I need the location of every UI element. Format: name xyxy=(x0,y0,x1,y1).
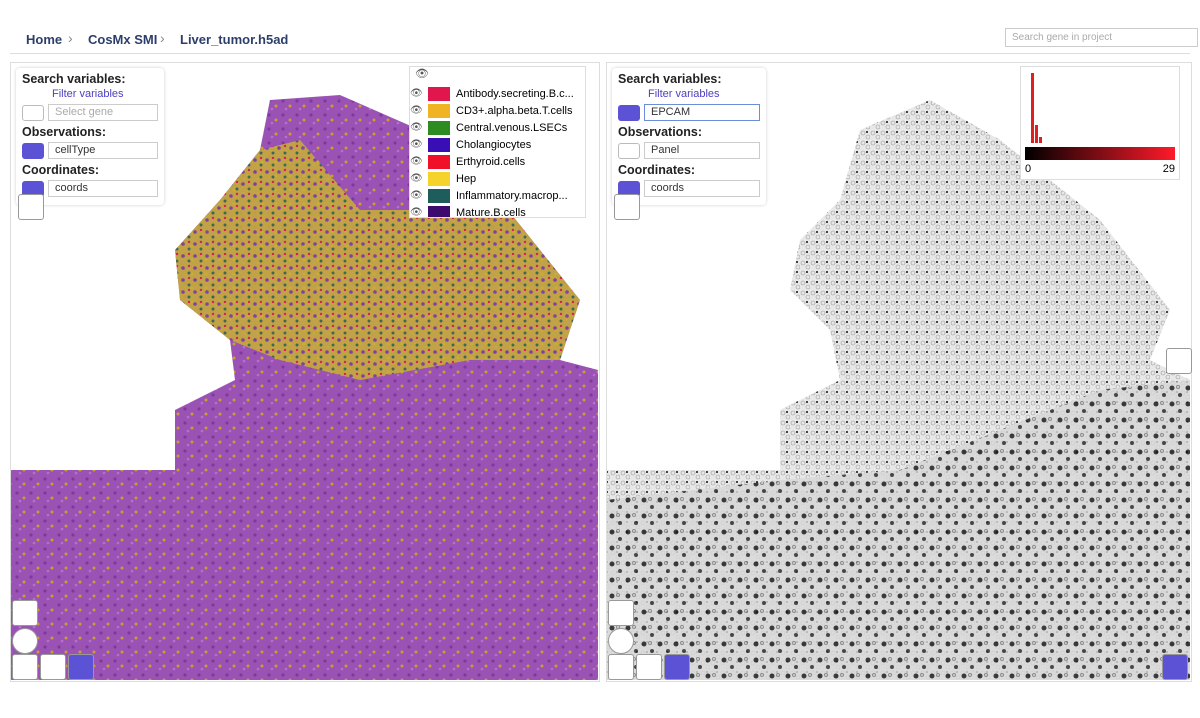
swatch xyxy=(428,154,450,169)
left-controls: Search variables: Filter variables Selec… xyxy=(16,68,164,205)
legend-label: Central.venous.LSECs xyxy=(456,121,568,134)
swatch xyxy=(428,86,450,101)
icon xyxy=(22,142,44,159)
settings[interactable] xyxy=(608,654,634,680)
legend-item[interactable]: 👁 Antibody.secreting.B.c... xyxy=(410,85,585,102)
label: Search variables: xyxy=(22,72,126,86)
swatch xyxy=(428,120,450,135)
eye[interactable]: 👁 xyxy=(410,122,423,133)
hist-bar xyxy=(1039,137,1042,143)
label: Coordinates: xyxy=(618,163,696,177)
icon xyxy=(618,180,640,197)
colorbar xyxy=(1025,147,1175,160)
filter[interactable]: Filter variables xyxy=(648,88,720,100)
legend: 👁 👁 Antibody.secreting.B.c... 👁 CD3+.alpha.b… xyxy=(409,66,586,218)
legend-label: Cholangiocytes xyxy=(456,138,532,151)
draw-tool[interactable] xyxy=(12,600,38,626)
crumb[interactable]: Home xyxy=(26,32,63,47)
divider xyxy=(10,53,1190,54)
label: Search variables: xyxy=(618,72,722,86)
legend-item[interactable]: 👁 Hep xyxy=(410,170,585,187)
tissue-left-upper xyxy=(175,140,580,380)
legend-label: Erthyroid.cells xyxy=(456,155,526,168)
legend-list: 👁 Antibody.secreting.B.c... 👁 CD3+.alpha.be… xyxy=(410,85,585,218)
label: Observations: xyxy=(618,125,703,139)
legend-item[interactable]: 👁 Erthyroid.cells xyxy=(410,153,585,170)
colorbar-min: 0 xyxy=(1025,163,1032,175)
icon xyxy=(618,142,640,159)
eye[interactable]: 👁 xyxy=(410,105,423,116)
legend-item[interactable]: 👁 Inflammatory.macrop... xyxy=(410,187,585,204)
collapse[interactable] xyxy=(18,194,44,220)
hist-bar xyxy=(1031,73,1034,143)
swatch xyxy=(428,205,450,217)
search-project[interactable]: Search gene in project xyxy=(1005,28,1198,47)
pan-tool[interactable] xyxy=(664,654,690,680)
legend-item[interactable]: 👁 Central.venous.LSECs xyxy=(410,119,585,136)
legend-label: CD3+.alpha.beta.T.cells xyxy=(456,104,573,117)
settings[interactable] xyxy=(12,654,38,680)
left-view[interactable] xyxy=(10,62,600,682)
eye[interactable]: 👁 xyxy=(410,207,423,218)
tissue-right-lower xyxy=(606,380,1190,680)
collapse[interactable] xyxy=(614,194,640,220)
sep: › xyxy=(68,30,73,46)
eye[interactable]: 👁 xyxy=(410,156,423,167)
legend-item[interactable]: 👁 Mature.B.cells xyxy=(410,204,585,218)
filter[interactable]: Filter variables xyxy=(52,88,124,100)
draw-tool[interactable] xyxy=(608,600,634,626)
legend-label: Mature.B.cells xyxy=(456,206,526,218)
legend-label: Antibody.secreting.B.c... xyxy=(456,87,574,100)
obs-select[interactable]: Panel xyxy=(644,142,760,159)
swatch xyxy=(428,137,450,152)
swatch xyxy=(428,188,450,203)
icon xyxy=(22,104,44,121)
coords-select[interactable]: coords xyxy=(644,180,760,197)
icon xyxy=(618,104,640,121)
label: Observations: xyxy=(22,125,107,139)
eye[interactable]: 👁 xyxy=(410,139,423,150)
label: Coordinates: xyxy=(22,163,100,177)
split[interactable] xyxy=(1162,654,1188,680)
crumb[interactable]: Liver_tumor.h5ad xyxy=(180,32,289,47)
pan-tool[interactable] xyxy=(68,654,94,680)
add-tool[interactable] xyxy=(608,628,634,654)
legend-label: Inflammatory.macrop... xyxy=(456,189,568,202)
swatch xyxy=(428,171,450,186)
eye[interactable]: 👁 xyxy=(410,190,423,201)
gene-select[interactable]: EPCAM xyxy=(644,104,760,121)
select-tool[interactable] xyxy=(636,654,662,680)
icon xyxy=(22,180,44,197)
eye[interactable]: 👁 xyxy=(415,68,429,80)
swatch xyxy=(428,103,450,118)
legend-item[interactable]: 👁 CD3+.alpha.beta.T.cells xyxy=(410,102,585,119)
expand[interactable] xyxy=(1166,348,1192,374)
colorbar-max: 29 xyxy=(1162,163,1175,175)
legend-label: Hep xyxy=(456,172,477,185)
obs-select[interactable]: cellType xyxy=(48,142,158,159)
select-tool[interactable] xyxy=(40,654,66,680)
add-tool[interactable] xyxy=(12,628,38,654)
hist-bar xyxy=(1035,125,1038,143)
eye[interactable]: 👁 xyxy=(410,88,423,99)
legend-item[interactable]: 👁 Cholangiocytes xyxy=(410,136,585,153)
coords-select[interactable]: coords xyxy=(48,180,158,197)
sep: › xyxy=(160,30,165,46)
crumb[interactable]: CosMx SMI xyxy=(88,32,158,47)
right-controls: Search variables: Filter variables EPCAM… xyxy=(612,68,766,205)
colorbar-box: 0 29 xyxy=(1020,66,1180,180)
gene-select[interactable]: Select gene xyxy=(48,104,158,121)
eye[interactable]: 👁 xyxy=(410,173,423,184)
